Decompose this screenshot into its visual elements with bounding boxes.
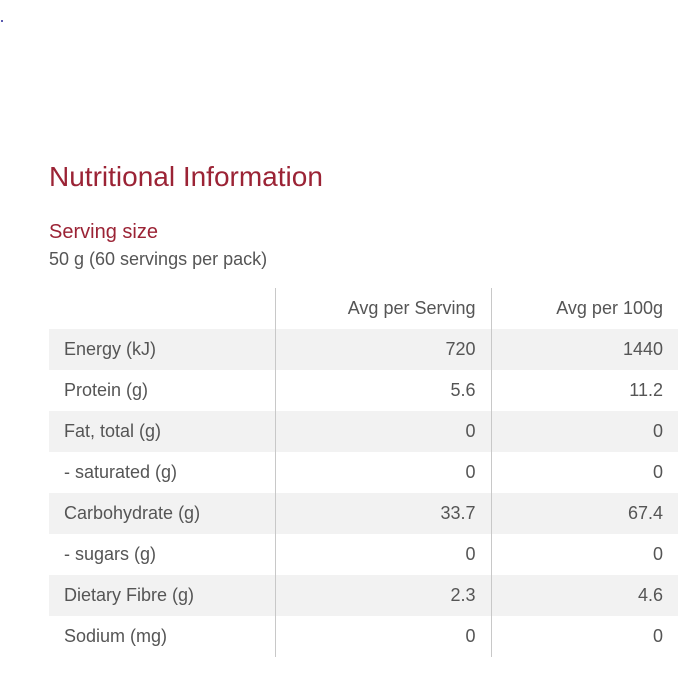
per-serving-value: 0 xyxy=(274,534,491,575)
table-row: - saturated (g) 0 0 xyxy=(49,452,678,493)
corner-dot xyxy=(1,20,3,22)
table-row: - sugars (g) 0 0 xyxy=(49,534,678,575)
per-100g-value: 1440 xyxy=(490,329,678,370)
nutrient-label: Energy (kJ) xyxy=(64,339,157,359)
header-per-serving: Avg per Serving xyxy=(274,288,491,329)
table-row: Fat, total (g) 0 0 xyxy=(49,411,678,452)
header-label-column xyxy=(49,288,275,329)
per-serving-value: 33.7 xyxy=(274,493,491,534)
per-100g-value: 0 xyxy=(490,616,678,657)
per-serving-value: 5.6 xyxy=(274,370,491,411)
table-row: Protein (g) 5.6 11.2 xyxy=(49,370,678,411)
per-serving-value: 0 xyxy=(274,616,491,657)
table-row: Dietary Fibre (g) 2.3 4.6 xyxy=(49,575,678,616)
page-title: Nutritional Information xyxy=(49,161,323,192)
table-row: Carbohydrate (g) 33.7 67.4 xyxy=(49,493,678,534)
table-header-row: Avg per Serving Avg per 100g xyxy=(49,288,678,329)
per-100g-value: 0 xyxy=(490,534,678,575)
nutrient-label: Fat, total (g) xyxy=(64,421,162,441)
per-100g-value: 0 xyxy=(490,452,678,493)
per-serving-value: 0 xyxy=(274,452,491,493)
nutrient-label: - sugars (g) xyxy=(64,544,157,564)
per-serving-value: 0 xyxy=(274,411,491,452)
per-serving-value: 720 xyxy=(274,329,491,370)
per-100g-value: 4.6 xyxy=(490,575,678,616)
nutrient-label: - saturated (g) xyxy=(64,462,178,482)
per-100g-value: 11.2 xyxy=(490,370,678,411)
nutrient-label: Sodium (mg) xyxy=(64,626,168,646)
per-serving-value: 2.3 xyxy=(274,575,491,616)
table-row: Sodium (mg) 0 0 xyxy=(49,616,678,657)
per-100g-value: 67.4 xyxy=(490,493,678,534)
nutrient-label: Carbohydrate (g) xyxy=(64,503,201,523)
nutrient-label: Dietary Fibre (g) xyxy=(64,585,195,605)
per-100g-value: 0 xyxy=(490,411,678,452)
nutrient-label: Protein (g) xyxy=(64,380,149,400)
table-row: Energy (kJ) 720 1440 xyxy=(49,329,678,370)
serving-size-value: 50 g (60 servings per pack) xyxy=(49,249,268,269)
nutrition-table: Avg per Serving Avg per 100g Energy (kJ)… xyxy=(49,288,678,657)
header-per-100g: Avg per 100g xyxy=(490,288,678,329)
serving-size-label: Serving size xyxy=(49,221,158,243)
